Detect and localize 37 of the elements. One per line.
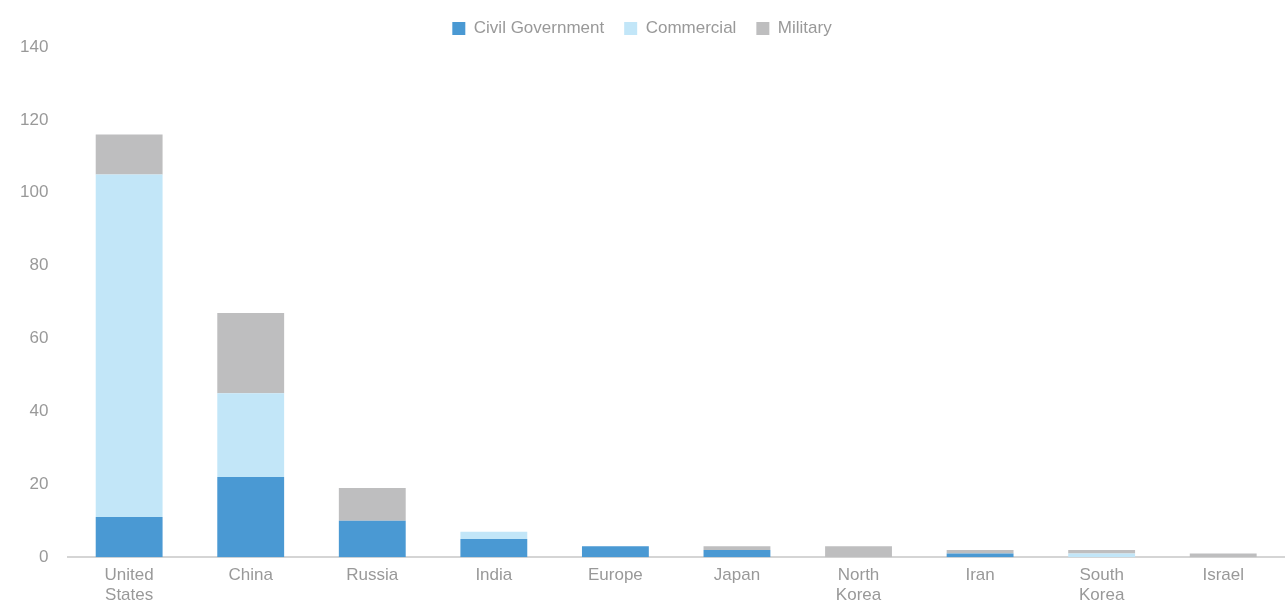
x-tick-label: Russia bbox=[346, 565, 399, 585]
x-tick-label: Europe bbox=[587, 565, 643, 585]
y-tick-label: 120 bbox=[19, 109, 49, 129]
bar bbox=[825, 546, 892, 558]
y-tick-label: 80 bbox=[29, 255, 49, 275]
bar bbox=[95, 517, 163, 558]
legend-label: Commercial bbox=[645, 18, 737, 38]
legend-label: Civil Government bbox=[473, 18, 605, 38]
bar bbox=[217, 393, 285, 478]
bar bbox=[217, 477, 285, 558]
x-tick-label: United States bbox=[104, 565, 154, 605]
legend-label: Military bbox=[777, 18, 833, 38]
y-tick-label: 20 bbox=[29, 474, 49, 493]
x-tick-label: Japan bbox=[713, 565, 761, 585]
bar bbox=[460, 538, 528, 558]
bar bbox=[703, 549, 771, 558]
bar bbox=[703, 546, 771, 550]
bar bbox=[338, 487, 406, 521]
x-tick-label: South Korea bbox=[1078, 565, 1125, 605]
bar bbox=[217, 313, 285, 394]
x-tick-label: India bbox=[475, 565, 513, 585]
x-tick-label: Iran bbox=[965, 565, 995, 585]
bar bbox=[95, 134, 163, 175]
bar bbox=[95, 174, 163, 518]
x-tick-label: North Korea bbox=[835, 565, 882, 605]
y-tick-label: 60 bbox=[29, 328, 49, 348]
bar bbox=[460, 531, 528, 539]
bar bbox=[1068, 549, 1136, 554]
x-tick-label: China bbox=[228, 565, 274, 585]
bar bbox=[581, 546, 649, 558]
y-tick-label: 40 bbox=[29, 401, 49, 421]
x-tick-label: Israel bbox=[1202, 565, 1245, 585]
bar bbox=[338, 520, 406, 558]
y-tick-label: 0 bbox=[38, 546, 49, 566]
y-tick-label: 140 bbox=[19, 36, 49, 56]
y-tick-label: 100 bbox=[19, 182, 49, 202]
bar bbox=[946, 549, 1014, 554]
